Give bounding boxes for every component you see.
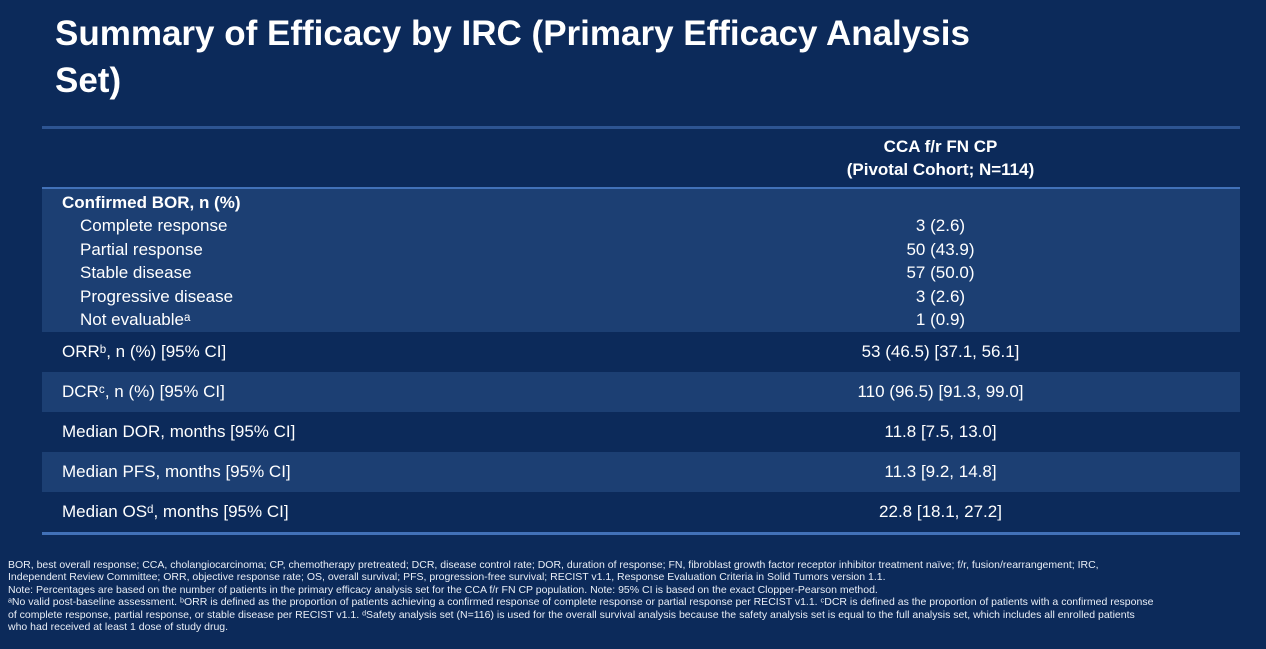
footnote-line: ᵃNo valid post-baseline assessment. ᵇORR… xyxy=(8,596,1154,609)
row-label: Stable disease xyxy=(80,263,192,283)
footnotes: BOR, best overall response; CCA, cholang… xyxy=(8,559,1262,633)
footnote-line: Note: Percentages are based on the numbe… xyxy=(8,583,878,596)
row-label: Median DOR, months [95% CI] xyxy=(62,422,296,442)
row-label: Median PFS, months [95% CI] xyxy=(62,462,291,482)
row-value: 11.8 [7.5, 13.0] xyxy=(884,422,997,442)
table-top-rule xyxy=(42,126,1240,129)
table-bottom-rule xyxy=(42,532,1240,536)
row-value: 1 (0.9) xyxy=(915,310,966,330)
row-value: 50 (43.9) xyxy=(906,239,975,259)
table-row: Stable disease 57 (50.0) xyxy=(42,261,1240,284)
table-header-row: CCA f/r FN CP (Pivotal Cohort; N=114) xyxy=(42,129,1240,187)
table-row: Complete response 3 (2.6) xyxy=(42,214,1240,237)
table-row: Not evaluableᵃ 1 (0.9) xyxy=(42,308,1240,331)
row-value: 110 (96.5) [91.3, 99.0] xyxy=(857,382,1024,402)
table-row: Median OSᵈ, months [95% CI] 22.8 [18.1, … xyxy=(42,492,1240,532)
table-row: DCRᶜ, n (%) [95% CI] 110 (96.5) [91.3, 9… xyxy=(42,372,1240,413)
page-title-line2: Set) xyxy=(55,61,122,100)
footnote-line: BOR, best overall response; CCA, cholang… xyxy=(8,559,1099,571)
row-value: 22.8 [18.1, 27.2] xyxy=(879,502,1002,522)
table-row: Partial response 50 (43.9) xyxy=(42,238,1240,261)
column-header-line2: (Pivotal Cohort; N=114) xyxy=(846,160,1035,179)
page-title-line1: Summary of Efficacy by IRC (Primary Effi… xyxy=(55,14,970,53)
row-value: 11.3 [9.2, 14.8] xyxy=(884,462,997,482)
row-label: Progressive disease xyxy=(80,286,234,306)
row-label: Partial response xyxy=(80,239,203,259)
footnote-line: of complete response, partial response, … xyxy=(8,608,1135,621)
column-header: CCA f/r FN CP (Pivotal Cohort; N=114) xyxy=(641,135,1240,181)
table-row: Confirmed BOR, n (%) xyxy=(42,191,1240,214)
row-value: 3 (2.6) xyxy=(915,286,966,306)
table-row: ORRᵇ, n (%) [95% CI] 53 (46.5) [37.1, 56… xyxy=(42,332,1240,372)
row-label: Median OSᵈ, months [95% CI] xyxy=(62,502,289,522)
row-label: ORRᵇ, n (%) [95% CI] xyxy=(62,342,227,362)
row-label: Confirmed BOR, n (%) xyxy=(62,193,241,212)
table-row: Median DOR, months [95% CI] 11.8 [7.5, 1… xyxy=(42,412,1240,452)
table-row: Progressive disease 3 (2.6) xyxy=(42,285,1240,308)
footnote-line: who had received at least 1 dose of stud… xyxy=(8,621,229,634)
row-value: 57 (50.0) xyxy=(906,263,975,283)
row-value: 3 (2.6) xyxy=(915,216,966,236)
bor-group: Confirmed BOR, n (%) Complete response 3… xyxy=(42,189,1240,333)
efficacy-table: CCA f/r FN CP (Pivotal Cohort; N=114) Co… xyxy=(42,126,1240,536)
page-title: Summary of Efficacy by IRC (Primary Effi… xyxy=(55,10,970,104)
row-value xyxy=(641,191,1240,214)
column-header-line1: CCA f/r FN CP xyxy=(883,137,998,156)
row-value: 53 (46.5) [37.1, 56.1] xyxy=(861,342,1020,362)
row-label: DCRᶜ, n (%) [95% CI] xyxy=(62,382,225,402)
row-label: Not evaluableᵃ xyxy=(80,310,191,330)
table-row: Median PFS, months [95% CI] 11.3 [9.2, 1… xyxy=(42,452,1240,493)
table-header-rule xyxy=(42,187,1240,189)
footnote-line: Independent Review Committee; ORR, objec… xyxy=(8,571,886,584)
row-label: Complete response xyxy=(80,216,228,236)
